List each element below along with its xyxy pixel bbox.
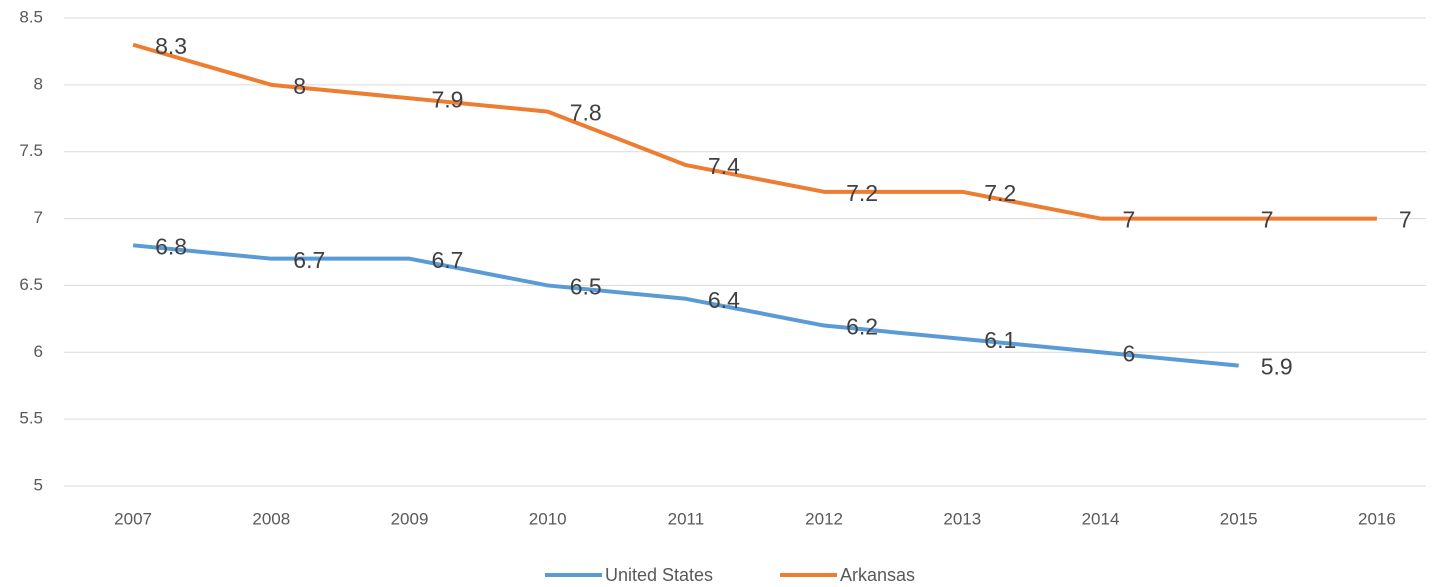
legend-label: United States <box>605 565 713 585</box>
series-line <box>132 243 1239 368</box>
y-tick-label: 8.5 <box>19 7 43 26</box>
data-label: 7.9 <box>432 86 464 112</box>
x-tick-label: 2013 <box>943 509 981 528</box>
data-label: 8 <box>293 73 306 99</box>
x-tick-label: 2014 <box>1082 509 1120 528</box>
data-label: 7.8 <box>570 100 602 126</box>
data-label: 5.9 <box>1261 354 1293 380</box>
data-label: 7 <box>1261 207 1274 233</box>
x-tick-label: 2007 <box>114 509 152 528</box>
data-label: 6.4 <box>708 287 740 313</box>
series-line <box>132 42 1377 221</box>
data-label: 7.2 <box>846 180 878 206</box>
x-tick-label: 2010 <box>529 509 567 528</box>
y-tick-label: 5.5 <box>19 409 43 428</box>
data-label: 7 <box>1399 207 1412 233</box>
data-label: 7.2 <box>984 180 1016 206</box>
data-label: 8.3 <box>155 33 187 59</box>
x-tick-label: 2012 <box>805 509 843 528</box>
y-tick-label: 8 <box>34 74 43 93</box>
data-label: 6.8 <box>155 233 187 259</box>
data-label: 6.7 <box>293 247 325 273</box>
y-tick-label: 7.5 <box>19 141 43 160</box>
y-tick-label: 6 <box>34 342 43 361</box>
data-label: 6.2 <box>846 314 878 340</box>
y-tick-label: 5 <box>34 475 43 494</box>
x-tick-label: 2011 <box>668 509 705 528</box>
legend-label: Arkansas <box>840 565 915 585</box>
y-tick-label: 6.5 <box>19 275 43 294</box>
x-tick-label: 2009 <box>391 509 429 528</box>
data-label: 6 <box>1123 340 1136 366</box>
data-label: 7 <box>1123 207 1136 233</box>
data-label: 6.1 <box>984 327 1016 353</box>
data-label: 6.7 <box>432 247 464 273</box>
x-tick-label: 2015 <box>1220 509 1258 528</box>
y-tick-label: 7 <box>34 208 43 227</box>
data-label: 6.5 <box>570 274 602 300</box>
x-tick-label: 2016 <box>1358 509 1396 528</box>
data-label: 7.4 <box>708 153 740 179</box>
x-tick-label: 2008 <box>252 509 290 528</box>
